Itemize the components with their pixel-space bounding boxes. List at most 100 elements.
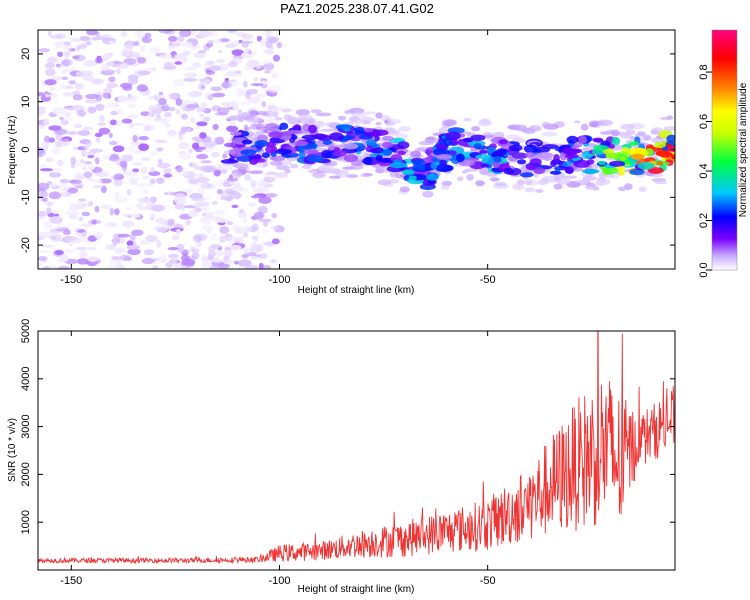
heat-cell xyxy=(223,249,233,257)
heat-cell xyxy=(637,162,655,170)
heat-cell xyxy=(666,134,675,143)
heat-cell xyxy=(114,197,129,203)
heat-cell xyxy=(544,179,557,183)
heat-cell xyxy=(199,113,204,118)
heat-cell xyxy=(80,223,93,227)
heat-cell xyxy=(525,179,533,186)
heat-cell xyxy=(611,137,621,146)
heat-cell xyxy=(491,151,502,158)
heat-cell xyxy=(38,147,45,155)
heat-cell xyxy=(214,250,224,257)
heat-cell xyxy=(120,50,131,57)
heat-cell xyxy=(634,147,645,155)
heat-cell xyxy=(336,124,353,129)
heat-cell xyxy=(172,234,180,241)
heat-cell xyxy=(442,119,457,127)
heat-cell xyxy=(565,153,579,159)
heat-cell xyxy=(259,180,268,187)
heat-cell xyxy=(150,166,155,173)
heat-cell xyxy=(582,176,598,181)
heat-cell xyxy=(140,45,146,52)
x-tick-label: -150 xyxy=(60,274,82,286)
heat-cell xyxy=(414,148,426,152)
heat-cell xyxy=(101,34,112,39)
heat-cell xyxy=(99,114,105,123)
heat-cell xyxy=(43,265,50,269)
heat-cell xyxy=(92,179,103,184)
heat-cell xyxy=(218,235,227,243)
heat-peak xyxy=(605,152,620,159)
heat-cell xyxy=(240,226,252,233)
heat-cell xyxy=(140,111,151,117)
heat-cell xyxy=(200,160,212,164)
heat-cell xyxy=(578,135,588,144)
heat-cell xyxy=(263,60,271,66)
snr-frame xyxy=(37,330,676,571)
heat-cell xyxy=(82,145,90,150)
heat-cell xyxy=(94,171,109,177)
heat-cell xyxy=(43,221,53,229)
heat-cell xyxy=(319,128,336,132)
heat-cell xyxy=(533,167,545,175)
heat-cell xyxy=(127,94,138,103)
heat-cell xyxy=(122,220,135,228)
heat-cell xyxy=(337,115,347,121)
heat-cell xyxy=(76,45,81,52)
heat-cell xyxy=(418,140,434,146)
heat-cell xyxy=(236,87,246,94)
heat-cell xyxy=(181,265,188,269)
heat-cell xyxy=(82,126,94,131)
heat-cell xyxy=(62,45,73,51)
heat-cell xyxy=(178,142,190,150)
heat-cell xyxy=(143,125,152,132)
heat-cell xyxy=(656,161,664,166)
heat-cell xyxy=(203,116,211,122)
heat-cell xyxy=(252,223,259,232)
heat-cell xyxy=(183,171,189,176)
snr-xlabel: Height of straight line (km) xyxy=(298,584,415,595)
heat-cell xyxy=(38,142,43,147)
heat-cell xyxy=(549,170,562,175)
heat-cell xyxy=(433,148,450,156)
heat-cell xyxy=(97,122,107,126)
heat-cell xyxy=(95,137,101,143)
heat-cell xyxy=(81,149,87,157)
heat-cell xyxy=(110,110,118,116)
heat-cell xyxy=(103,87,113,95)
heat-cell xyxy=(265,192,278,198)
heat-cell xyxy=(67,131,78,135)
heat-cell xyxy=(196,176,210,184)
heat-cell xyxy=(113,179,124,186)
heat-cell xyxy=(258,196,272,204)
heat-cell xyxy=(77,130,91,136)
heat-cell xyxy=(293,140,309,147)
heat-cell xyxy=(175,109,181,115)
heat-cell xyxy=(211,92,226,98)
heat-cell xyxy=(271,212,278,219)
heat-cell xyxy=(238,109,242,114)
heat-cell xyxy=(372,129,389,136)
heat-cell xyxy=(535,189,544,193)
heat-cell xyxy=(130,213,141,218)
heat-cell xyxy=(227,42,235,47)
heat-cell xyxy=(328,144,335,151)
heat-cell xyxy=(82,73,94,82)
heat-cell xyxy=(74,83,83,89)
heat-cell xyxy=(262,64,272,69)
heat-cell xyxy=(346,174,359,179)
heat-cell xyxy=(83,171,93,179)
heat-cell xyxy=(156,147,164,152)
heat-cell xyxy=(363,156,373,165)
heat-cell xyxy=(81,211,91,217)
heat-cell xyxy=(232,186,245,192)
heat-cell xyxy=(119,254,131,261)
heat-cell xyxy=(390,162,407,169)
colorbar-gradient xyxy=(712,30,737,270)
heat-cell xyxy=(109,140,118,146)
heat-cell xyxy=(201,253,206,260)
heat-cell xyxy=(214,112,228,116)
heat-cell xyxy=(87,256,99,262)
heat-cell xyxy=(382,149,393,156)
heat-cell xyxy=(79,36,91,41)
heat-cell xyxy=(181,103,187,111)
